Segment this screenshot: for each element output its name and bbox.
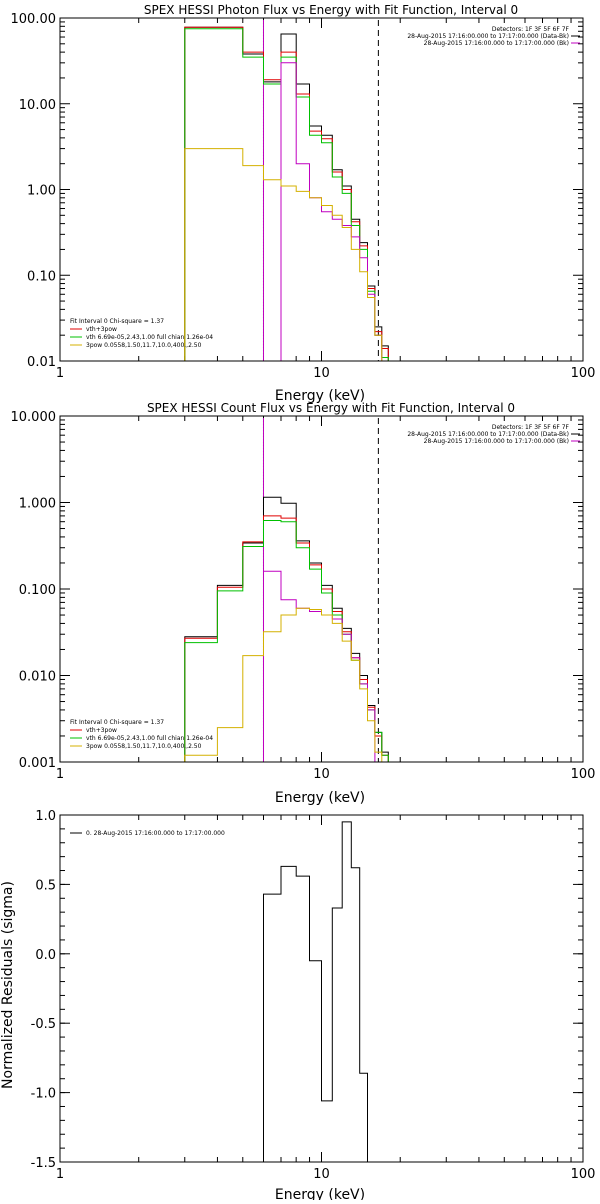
x-tick-label: 1 <box>56 1167 64 1182</box>
y-tick-label: 100.00 <box>11 12 57 27</box>
x-tick-label: 10 <box>313 767 330 782</box>
info-line: 28-Aug-2015 17:16:00.000 to 17:17:00.000… <box>424 40 569 47</box>
x-tick-label: 1 <box>56 767 64 782</box>
info-line: Detectors: 1F 3F 5F 6F 7F <box>492 424 570 431</box>
plot-frame <box>59 814 584 1163</box>
series-step-line <box>184 607 383 762</box>
residuals-ylabel: Normalized Residuals (sigma) <box>0 881 16 1089</box>
legend-label: vth 6.69e-05,2.43,1.00 full chian 1.26e-… <box>86 735 213 742</box>
y-tick-label: 1.00 <box>27 184 56 199</box>
legend-label: 3pow 0.0558,1.50,11.7,10.0,400.,2.50 <box>86 342 202 349</box>
x-tick-label: 10 <box>313 366 330 381</box>
plot-frame <box>59 17 584 362</box>
legend-title: Fit Interval 0 Chi-square = 1.37 <box>70 719 164 726</box>
y-tick-label: 0.10 <box>27 269 56 284</box>
series-step-line <box>184 148 389 361</box>
y-tick-label: 10.000 <box>11 410 57 425</box>
plot-frame <box>59 415 584 763</box>
photon-flux-title: SPEX HESSI Photon Flux vs Energy with Fi… <box>144 3 518 17</box>
x-tick-label: 100 <box>571 767 596 782</box>
y-tick-label: 1.0 <box>35 809 56 824</box>
y-tick-label: 0.100 <box>19 583 56 598</box>
info-line: 28-Aug-2015 17:16:00.000 to 17:17:00.000… <box>424 438 569 445</box>
photon-flux-xlabel: Energy (keV) <box>275 388 365 404</box>
y-tick-label: 0.001 <box>19 756 56 771</box>
legend-label: 0. 28-Aug-2015 17:16:00.000 to 17:17:00.… <box>86 830 225 837</box>
series-step-line <box>184 496 389 762</box>
y-tick-label: -1.0 <box>31 1087 56 1102</box>
x-tick-label: 100 <box>571 1167 596 1182</box>
residuals-panel: Energy (keV) Normalized Residuals (sigma… <box>0 809 596 1203</box>
info-line: Detectors: 1F 3F 5F 6F 7F <box>492 26 570 33</box>
y-tick-label: 0.010 <box>19 670 56 685</box>
photon-flux-panel: SPEX HESSI Photon Flux vs Energy with Fi… <box>11 3 596 404</box>
legend-label: 3pow 0.0558,1.50,11.7,10.0,400.,2.50 <box>86 743 202 750</box>
count-flux-title: SPEX HESSI Count Flux vs Energy with Fit… <box>147 401 515 415</box>
x-tick-label: 100 <box>571 366 596 381</box>
y-tick-label: 1.000 <box>19 497 56 512</box>
residuals-xlabel: Energy (keV) <box>275 1187 365 1200</box>
legend-label: vth+3pow <box>86 326 117 333</box>
info-line: 28-Aug-2015 17:16:00.000 to 17:17:00.000… <box>407 33 569 40</box>
y-tick-label: 10.00 <box>19 98 56 113</box>
x-tick-label: 1 <box>56 366 64 381</box>
series-step-line <box>263 821 379 1162</box>
y-tick-label: -1.5 <box>31 1156 56 1171</box>
x-tick-label: 10 <box>313 1167 330 1182</box>
y-tick-label: -0.5 <box>31 1017 56 1032</box>
y-tick-label: 0.0 <box>35 948 56 963</box>
info-line: 28-Aug-2015 17:16:00.000 to 17:17:00.000… <box>407 431 569 438</box>
y-tick-label: 0.01 <box>27 355 56 370</box>
y-tick-label: 0.5 <box>35 878 56 893</box>
series-step-line <box>184 515 389 762</box>
legend-label: vth+3pow <box>86 727 117 734</box>
count-flux-xlabel: Energy (keV) <box>275 790 365 806</box>
legend-title: Fit Interval 0 Chi-square = 1.37 <box>70 318 164 325</box>
count-flux-panel: SPEX HESSI Count Flux vs Energy with Fit… <box>11 401 596 806</box>
legend-label: vth 6.69e-05,2.43,1.00 full chian 1.26e-… <box>86 334 213 341</box>
